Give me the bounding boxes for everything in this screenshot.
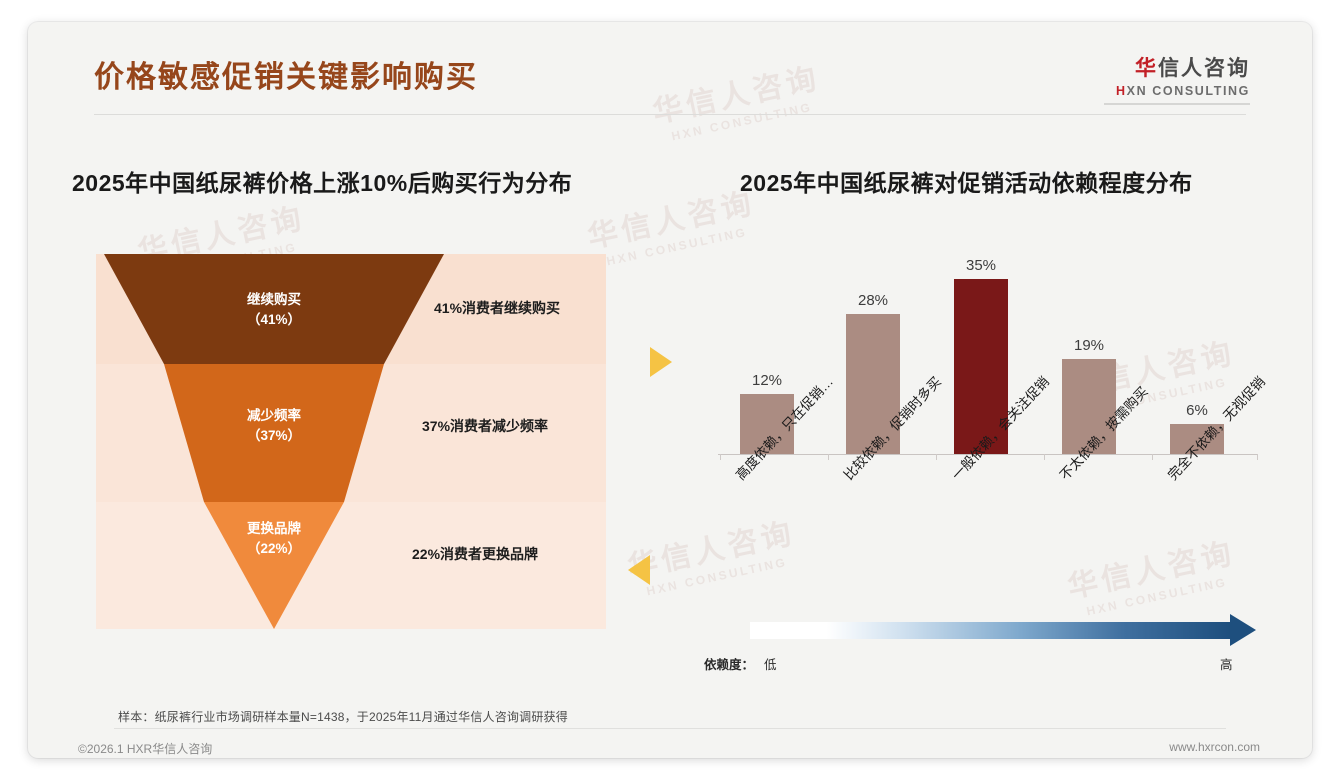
funnel-segment-1: [164, 364, 384, 502]
funnel-band-2: [96, 502, 606, 629]
watermark: 华信人咨询 HXN CONSULTING: [1064, 535, 1241, 622]
bar-column-1: 28%: [846, 292, 900, 454]
legend-caption: 依赖度：: [704, 658, 755, 672]
legend-low-label: 低: [764, 658, 777, 672]
logo-cn-rest: 信人咨询: [1158, 57, 1250, 80]
bar-value-4: 6%: [1186, 402, 1208, 419]
funnel-note-2: 22%消费者更换品牌: [412, 546, 539, 562]
play-right-triangle-icon: [650, 347, 672, 377]
header-divider: [94, 114, 1246, 115]
logo-divider: [1104, 103, 1250, 105]
watermark-cn: 华信人咨询: [584, 186, 758, 255]
watermark: 华信人咨询 HXN CONSULTING: [624, 515, 801, 602]
bar-column-3: 19%: [1062, 337, 1116, 454]
copyright-text: ©2026.1 HXR华信人咨询: [78, 742, 213, 756]
axis-tick: [720, 454, 721, 460]
play-left-triangle-icon: [628, 555, 650, 585]
funnel-note-0: 41%消费者继续购买: [434, 300, 561, 316]
watermark-en: HXN CONSULTING: [1085, 574, 1229, 618]
slide-canvas: 华信人咨询 HXN CONSULTING 华信人咨询 HXN CONSULTIN…: [28, 22, 1312, 758]
logo-en-text: HXN CONSULTING: [1104, 84, 1250, 98]
source-footnote: 样本：纸尿裤行业市场调研样本量N=1438，于2025年11月通过华信人咨询调研…: [118, 710, 568, 724]
bar-value-1: 28%: [857, 292, 889, 309]
footer-divider: [114, 728, 1226, 729]
watermark-cn: 华信人咨询: [624, 516, 798, 585]
bar-0: [740, 394, 794, 454]
funnel-note-1: 37%消费者减少频率: [422, 418, 549, 434]
website-url[interactable]: www.hxrcon.com: [1169, 740, 1260, 754]
logo-cn-highlight: 华: [1135, 57, 1158, 80]
bar-3: [1062, 359, 1116, 454]
watermark-en: HXN CONSULTING: [645, 554, 789, 598]
funnel-shape: [104, 254, 444, 629]
dependency-bar-chart: 12% 28% 35% 19% 6%: [718, 254, 1258, 454]
funnel-chart: 继续购买 （41%） 减少频率 （37%） 更换品牌 （22%） 41%消费者继…: [96, 254, 606, 629]
bar-4: [1170, 424, 1224, 454]
bar-value-3: 19%: [1073, 337, 1105, 354]
axis-tick: [936, 454, 937, 460]
bar-chart-axis: [718, 454, 1258, 455]
page-title: 价格敏感促销关键影响购买: [94, 61, 478, 94]
axis-tick: [1257, 454, 1258, 460]
bar-value-0: 12%: [751, 372, 783, 389]
axis-tick: [1044, 454, 1045, 460]
left-chart-title: 2025年中国纸尿裤价格上涨10%后购买行为分布: [72, 170, 573, 196]
right-chart-title: 2025年中国纸尿裤对促销活动依赖程度分布: [740, 170, 1193, 196]
logo-cn-text: 华信人咨询: [1104, 52, 1250, 82]
funnel-segment-2: [204, 502, 344, 629]
axis-tick: [1152, 454, 1153, 460]
bar-value-2: 35%: [965, 257, 997, 274]
funnel-segment-0: [104, 254, 444, 364]
axis-tick: [828, 454, 829, 460]
watermark-cn: 华信人咨询: [1064, 536, 1238, 605]
bar-column-0: 12%: [740, 372, 794, 454]
bar-2: [954, 279, 1008, 454]
bar-column-2: 35%: [954, 257, 1008, 454]
legend-high-label: 高: [1220, 658, 1233, 672]
bar-1: [846, 314, 900, 454]
bar-column-4: 6%: [1170, 402, 1224, 454]
logo-en-highlight: H: [1116, 84, 1127, 98]
logo-en-rest: XN CONSULTING: [1126, 84, 1250, 98]
dependency-gradient-bar: [750, 622, 1230, 639]
slide-header: 价格敏感促销关键影响购买 华信人咨询 HXN CONSULTING: [28, 22, 1312, 115]
gradient-arrow-icon: [1230, 614, 1256, 646]
brand-logo: 华信人咨询 HXN CONSULTING: [1104, 52, 1250, 105]
